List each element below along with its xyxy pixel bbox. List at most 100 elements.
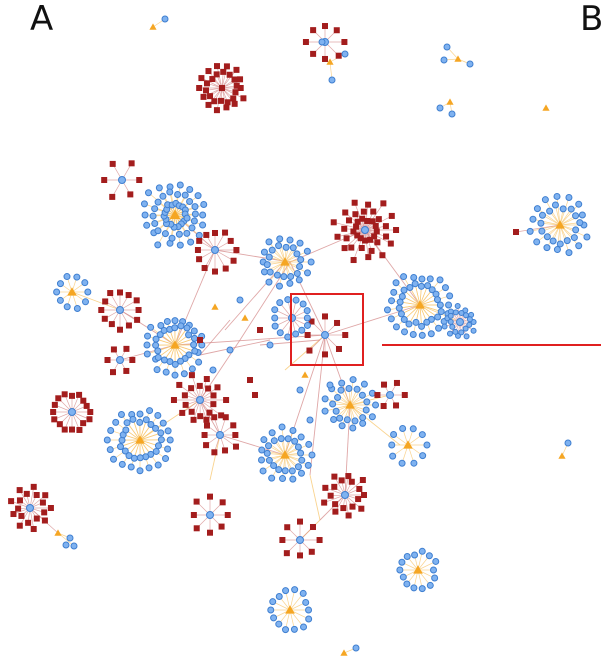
square-node (207, 530, 213, 536)
circle-node (191, 342, 197, 348)
circle-node (459, 330, 464, 335)
square-node (247, 377, 253, 383)
circle-node (346, 385, 352, 391)
circle-node (172, 372, 178, 378)
circle-node (191, 328, 197, 334)
circle-node (554, 193, 560, 199)
circle-node (186, 332, 192, 338)
circle-node (411, 275, 417, 281)
square-node (86, 416, 92, 422)
circle-node (331, 417, 337, 423)
circle-node (362, 227, 369, 234)
square-node (219, 524, 225, 530)
square-node (201, 94, 207, 100)
circle-node (437, 277, 443, 283)
circle-node (191, 335, 197, 341)
circle-node (337, 415, 343, 421)
square-node (367, 237, 373, 243)
circle-node (419, 432, 425, 438)
circle-node (200, 212, 206, 218)
circle-node (464, 334, 469, 339)
circle-node (137, 419, 143, 425)
square-node (365, 202, 371, 208)
square-node (134, 297, 140, 303)
circle-node (184, 325, 190, 331)
square-node (123, 346, 129, 352)
circle-node (272, 307, 278, 313)
circle-node (300, 301, 306, 307)
circle-node (373, 402, 379, 408)
circle-node (167, 189, 173, 195)
square-node (80, 420, 86, 426)
square-node (297, 552, 303, 558)
circle-node (111, 456, 117, 462)
square-node (189, 372, 195, 378)
circle-node (196, 359, 202, 365)
square-node (10, 511, 16, 517)
square-node (230, 95, 236, 101)
triangle-node (301, 371, 308, 377)
circle-node (568, 206, 574, 212)
circle-node (339, 380, 345, 386)
circle-node (384, 307, 390, 313)
square-node (42, 492, 48, 498)
circle-node (353, 645, 359, 651)
circle-node (167, 437, 173, 443)
square-node (376, 216, 382, 222)
square-node (279, 537, 285, 543)
edge (350, 405, 400, 445)
triangle-node (542, 104, 549, 110)
circle-node (303, 599, 309, 605)
circle-node (342, 492, 349, 499)
circle-node (161, 327, 167, 333)
triangle-node (241, 314, 248, 320)
circle-node (264, 450, 270, 456)
square-node (129, 160, 135, 166)
square-node (349, 479, 355, 485)
circle-node (450, 324, 455, 329)
circle-node (165, 428, 171, 434)
square-node (15, 506, 21, 512)
circle-node (192, 348, 198, 354)
circle-node (192, 211, 198, 217)
circle-node (391, 289, 397, 295)
circle-node (322, 408, 328, 414)
square-node (205, 386, 211, 392)
circle-node (576, 243, 582, 249)
circle-node (276, 243, 282, 249)
square-node (360, 477, 366, 483)
square-node (310, 524, 316, 530)
circle-node (144, 351, 150, 357)
circle-node (401, 287, 407, 293)
circle-node (155, 355, 161, 361)
square-node (252, 392, 258, 398)
square-node (322, 351, 328, 357)
square-node (393, 227, 399, 233)
circle-node (299, 327, 305, 333)
circle-node (144, 222, 150, 228)
square-node (240, 95, 246, 101)
square-node (203, 442, 209, 448)
circle-node (295, 444, 301, 450)
circle-node (290, 245, 296, 251)
circle-node (54, 289, 60, 295)
circle-node (217, 432, 224, 439)
square-node (388, 241, 394, 247)
circle-node (294, 251, 300, 257)
circle-node (297, 387, 303, 393)
circle-node (442, 324, 447, 329)
circle-node (301, 624, 307, 630)
square-node (364, 218, 370, 224)
circle-node (547, 208, 553, 214)
square-node (365, 254, 371, 260)
square-node (34, 492, 40, 498)
circle-node (160, 193, 166, 199)
circle-node (266, 239, 272, 245)
circle-node (306, 441, 312, 447)
circle-node (274, 272, 280, 278)
square-node (222, 447, 228, 453)
circle-node (119, 461, 125, 467)
square-node (183, 402, 189, 408)
circle-node (290, 427, 296, 433)
circle-node (158, 430, 164, 436)
